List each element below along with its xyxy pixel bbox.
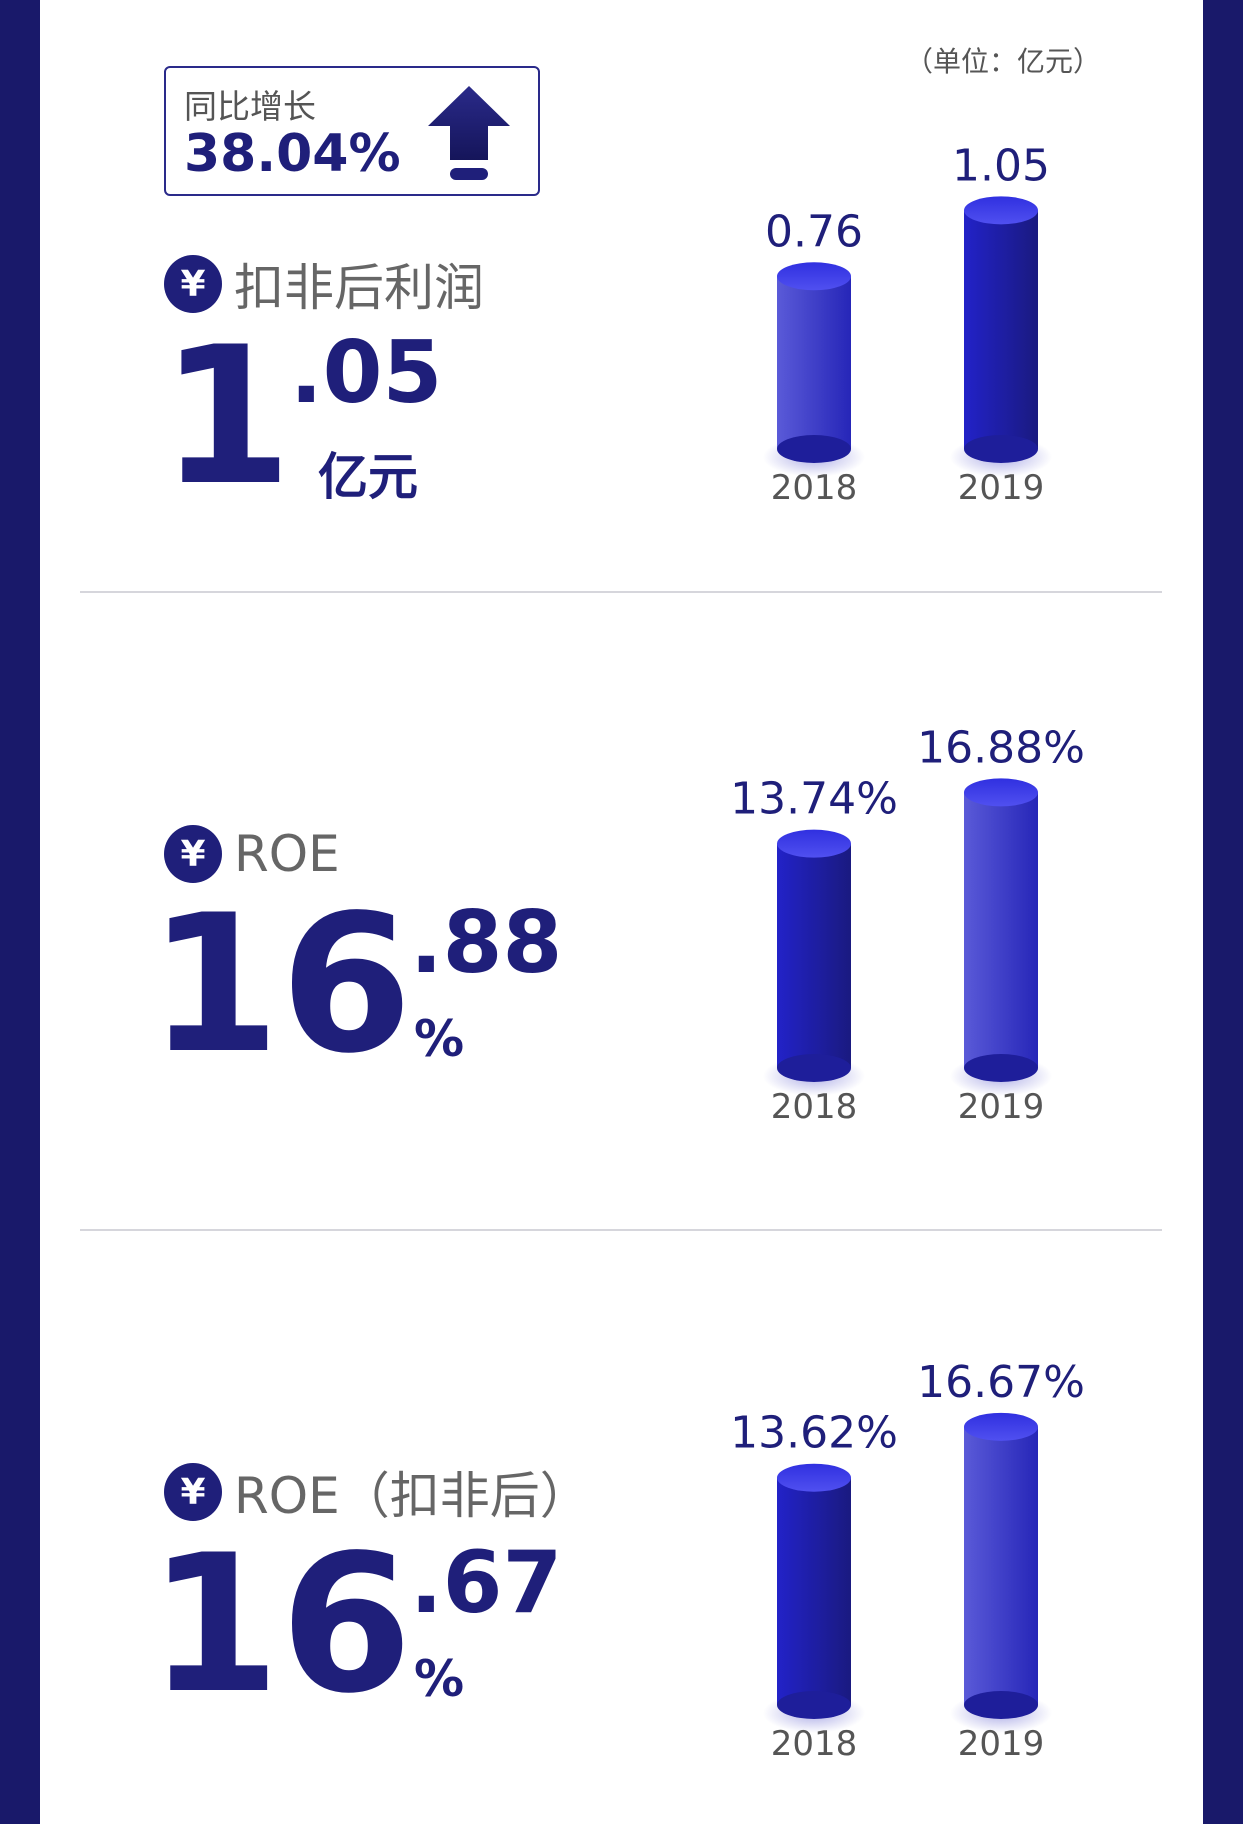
up-arrow-icon — [428, 86, 510, 180]
metric-value-unit: % — [414, 1010, 465, 1068]
divider — [80, 591, 1162, 593]
metric-head: ¥ 扣非后利润 — [164, 254, 484, 317]
metric-head: ¥ ROE（扣非后） — [164, 1462, 590, 1525]
metric-title: 扣非后利润 — [234, 259, 484, 317]
yen-icon: ¥ — [164, 825, 222, 883]
metric-value-int: 16 — [148, 1514, 413, 1735]
metric-title: ROE（扣非后） — [234, 1467, 590, 1525]
frame-left — [0, 0, 40, 1824]
metric-title: ROE — [234, 825, 340, 883]
yen-icon: ¥ — [164, 255, 222, 313]
metric-value-dec: .88 — [410, 893, 563, 993]
metric-value-unit: 亿元 — [318, 448, 418, 506]
metric-value-dec: .67 — [410, 1533, 563, 1633]
metric-value-unit: % — [414, 1650, 465, 1708]
growth-value: 38.04% — [184, 124, 401, 184]
metric-value-int: 16 — [148, 874, 413, 1095]
metric-head: ¥ ROE — [164, 824, 340, 884]
growth-label: 同比增长 — [184, 87, 316, 126]
metric-value-int: 1 — [160, 306, 293, 527]
divider — [80, 1229, 1162, 1231]
unit-note: （单位：亿元） — [905, 45, 1102, 78]
frame-right — [1203, 0, 1243, 1824]
metric-value-dec: .05 — [290, 323, 443, 423]
growth-box: 同比增长 38.04% — [164, 66, 540, 196]
yen-icon: ¥ — [164, 1463, 222, 1521]
